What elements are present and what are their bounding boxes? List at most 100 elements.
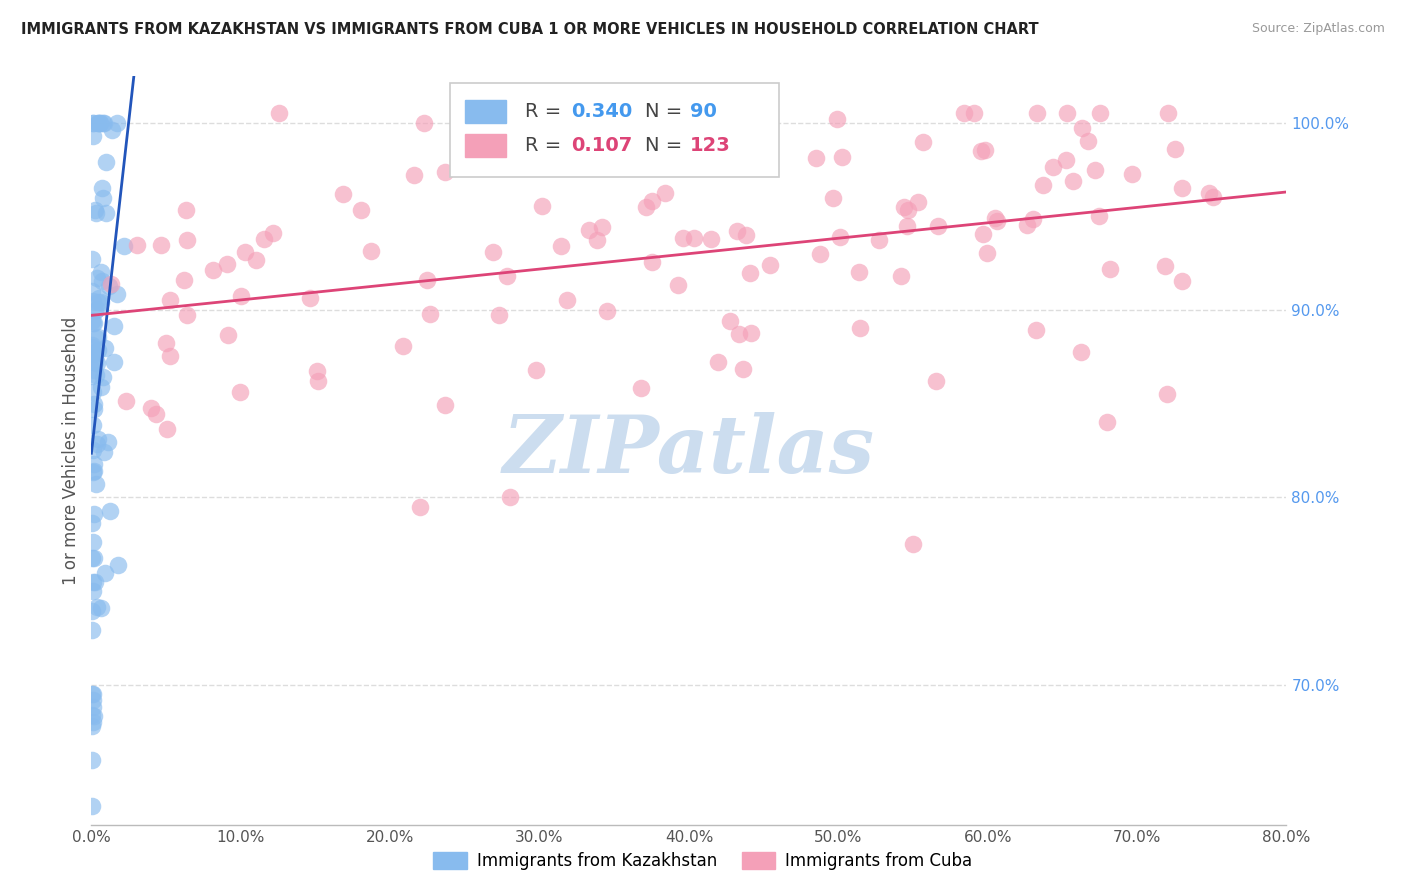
Point	[1088, 106, 1111, 120]
Point	[307, 374, 329, 388]
Point	[86, 600, 108, 615]
Point	[82, 442, 104, 457]
Point	[82, 465, 104, 479]
Point	[115, 394, 138, 409]
Point	[83, 458, 105, 472]
Point	[80, 341, 103, 355]
Point	[707, 355, 730, 369]
Text: R =: R =	[526, 103, 568, 121]
Point	[683, 231, 706, 245]
Point	[87, 329, 110, 343]
Point	[83, 507, 105, 521]
Point	[93, 341, 115, 355]
Point	[97, 435, 120, 450]
Point	[267, 106, 290, 120]
Text: 0.107: 0.107	[571, 136, 631, 155]
Point	[84, 347, 107, 361]
Point	[90, 380, 112, 394]
Point	[83, 363, 105, 377]
Point	[159, 293, 181, 307]
Point	[392, 339, 415, 353]
Point	[804, 151, 827, 165]
Point	[156, 421, 179, 435]
Point	[127, 238, 149, 252]
Point	[725, 224, 748, 238]
Point	[634, 200, 657, 214]
Point	[1054, 153, 1077, 167]
Point	[1171, 274, 1194, 288]
Point	[90, 295, 112, 310]
Point	[925, 374, 948, 388]
Point	[734, 228, 756, 243]
Point	[105, 287, 128, 301]
Point	[1070, 345, 1092, 359]
Y-axis label: 1 or more Vehicles in Household: 1 or more Vehicles in Household	[62, 317, 80, 584]
Point	[155, 335, 177, 350]
Point	[972, 227, 994, 241]
Point	[1088, 209, 1111, 223]
Point	[253, 232, 276, 246]
Point	[83, 550, 105, 565]
Point	[496, 269, 519, 284]
Point	[82, 700, 104, 714]
Point	[80, 252, 103, 266]
Point	[96, 206, 118, 220]
Point	[728, 327, 751, 342]
Point	[82, 574, 104, 589]
Point	[1156, 387, 1178, 401]
Point	[80, 799, 103, 814]
Point	[82, 714, 104, 729]
Point	[830, 230, 852, 244]
Point	[1171, 181, 1194, 195]
Point	[87, 292, 110, 306]
Point	[91, 181, 114, 195]
Point	[896, 219, 918, 233]
Point	[89, 115, 111, 129]
Point	[82, 293, 104, 308]
Point	[1026, 106, 1049, 120]
Point	[974, 143, 997, 157]
Point	[1077, 134, 1099, 148]
Point	[82, 584, 104, 599]
Point	[82, 604, 104, 618]
Point	[86, 270, 108, 285]
Point	[83, 464, 105, 478]
FancyBboxPatch shape	[465, 134, 506, 157]
Point	[245, 252, 267, 267]
Point	[821, 191, 844, 205]
Point	[80, 551, 103, 566]
Point	[1025, 322, 1047, 336]
Point	[305, 364, 328, 378]
Point	[176, 233, 198, 247]
Point	[672, 231, 695, 245]
Point	[825, 112, 848, 127]
Point	[87, 295, 110, 310]
Text: 90: 90	[690, 103, 717, 121]
Point	[586, 233, 609, 247]
FancyBboxPatch shape	[450, 83, 779, 177]
Point	[82, 687, 104, 701]
Point	[83, 397, 105, 411]
Point	[87, 343, 110, 357]
Point	[91, 274, 114, 288]
Point	[83, 402, 105, 417]
Point	[107, 558, 129, 573]
Point	[1022, 211, 1045, 226]
Point	[262, 226, 284, 240]
Point	[1062, 174, 1084, 188]
Point	[1097, 416, 1119, 430]
Point	[80, 623, 103, 637]
Point	[80, 369, 103, 384]
Point	[82, 719, 104, 733]
Point	[907, 195, 929, 210]
Point	[550, 239, 572, 253]
Point	[733, 361, 755, 376]
Point	[360, 244, 382, 259]
Point	[647, 108, 669, 122]
Point	[591, 219, 613, 234]
Point	[86, 301, 108, 316]
Point	[217, 328, 239, 343]
Point	[229, 385, 252, 400]
Point	[524, 363, 547, 377]
Text: R =: R =	[526, 136, 568, 155]
